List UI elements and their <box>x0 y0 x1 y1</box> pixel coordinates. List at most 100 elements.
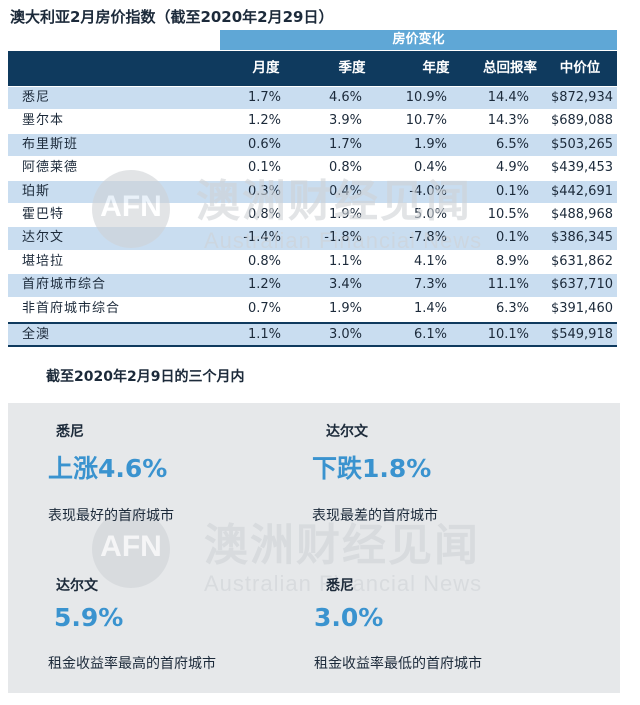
table-row-total: 全澳 1.1% 3.0% 6.1% 10.1% $549,918 <box>8 321 617 347</box>
cell-return: 11.1% <box>487 277 529 293</box>
cell-year: 7.3% <box>413 277 447 293</box>
col-header-year: 年度 <box>422 60 450 76</box>
stats-panel: AFN 澳洲财经见闻 Australian Financial News 悉尼 … <box>8 403 620 693</box>
cell-month: 1.7% <box>247 90 281 105</box>
row-name: 阿德莱德 <box>22 160 79 176</box>
cell-year: 6.1% <box>413 326 447 342</box>
cell-quarter: 3.9% <box>328 113 362 129</box>
table-row: 布里斯班 0.6% 1.7% 1.9% 6.5% $503,265 <box>8 133 617 158</box>
cell-median: $689,088 <box>550 113 613 129</box>
cell-return: 0.1% <box>495 183 529 199</box>
row-name: 悉尼 <box>22 90 51 105</box>
table-row: 非首府城市综合 0.7% 1.9% 1.4% 6.3% $391,460 <box>8 297 617 321</box>
cell-median: $503,265 <box>550 136 613 152</box>
cell-month: 1.2% <box>247 113 281 129</box>
row-name: 首府城市综合 <box>22 277 107 293</box>
afn-watermark-logo: AFN <box>92 510 170 588</box>
stat-lowest-yield-desc: 租金收益率最低的首府城市 <box>314 656 482 672</box>
row-name: 珀斯 <box>22 183 51 199</box>
cell-median: $488,968 <box>550 206 613 222</box>
table-row: 首府城市综合 1.2% 3.4% 7.3% 11.1% $637,710 <box>8 274 617 298</box>
cell-return: 10.1% <box>487 326 529 342</box>
cell-month: 1.1% <box>247 326 281 342</box>
cell-month: 0.6% <box>247 136 281 152</box>
row-name: 墨尔本 <box>22 113 65 129</box>
stat-worst-desc: 表现最差的首府城市 <box>312 508 438 524</box>
cell-quarter: 3.0% <box>328 326 362 342</box>
watermark-en: Australian Financial News <box>204 571 483 596</box>
cell-return: 4.9% <box>495 160 529 176</box>
cell-median: $631,862 <box>550 253 613 269</box>
cell-month: 0.7% <box>247 300 281 316</box>
cell-median: $439,453 <box>550 160 613 176</box>
cell-month: 0.3% <box>247 183 281 199</box>
table-body: 悉尼 1.7% 4.6% 10.9% 14.4% $872,934 墨尔本 1.2% 3.9% 1… <box>8 87 617 347</box>
cell-return: 6.5% <box>495 136 529 152</box>
col-header-median: 中价位 <box>559 60 601 76</box>
cell-quarter: 0.4% <box>328 183 362 199</box>
cell-year: 0.4% <box>413 160 447 176</box>
cell-quarter: 4.6% <box>328 90 362 105</box>
cell-return: 8.9% <box>495 253 529 269</box>
afn-watermark-logo-table: AFN <box>92 170 170 248</box>
cell-year: 4.1% <box>413 253 447 269</box>
cell-median: $549,918 <box>550 326 613 342</box>
cell-quarter: 0.8% <box>328 160 362 176</box>
cell-quarter: 1.9% <box>328 300 362 316</box>
cell-quarter: 1.1% <box>328 253 362 269</box>
cell-median: $442,691 <box>550 183 613 199</box>
cell-median: $386,345 <box>550 230 613 246</box>
stat-best-city: 悉尼 <box>56 424 84 440</box>
cell-quarter: 1.7% <box>328 136 362 152</box>
row-name: 全澳 <box>22 326 51 342</box>
cell-return: 14.3% <box>487 113 529 129</box>
row-name: 堪培拉 <box>22 253 65 269</box>
section-subtitle: 截至2020年2月9日的三个月内 <box>46 369 245 385</box>
cell-month: 0.8% <box>247 206 281 222</box>
cell-return: 6.3% <box>495 300 529 316</box>
table-header: 月度 季度 年度 总回报率 中价位 <box>8 51 617 86</box>
price-change-group-header: 房价变化 <box>220 30 617 50</box>
stat-worst-city: 达尔文 <box>326 424 368 440</box>
page-title: 澳大利亚2月房价指数（截至2020年2月29日） <box>10 8 334 26</box>
stat-best-value: 上涨4.6% <box>48 454 168 483</box>
cell-median: $872,934 <box>550 90 613 105</box>
cell-quarter: 1.9% <box>328 206 362 222</box>
table-row: 墨尔本 1.2% 3.9% 10.7% 14.3% $689,088 <box>8 110 617 134</box>
stat-highest-yield-desc: 租金收益率最高的首府城市 <box>48 656 216 672</box>
cell-median: $637,710 <box>550 277 613 293</box>
cell-year: 10.7% <box>405 113 447 129</box>
cell-return: 10.5% <box>487 206 529 222</box>
watermark-en-table: Australian Financial News <box>204 228 483 253</box>
cell-month: 0.8% <box>247 253 281 269</box>
watermark-cn: 澳洲财经见闻 <box>204 520 480 571</box>
table-row: 阿德莱德 0.1% 0.8% 0.4% 4.9% $439,453 <box>8 157 617 181</box>
col-header-month: 月度 <box>252 60 280 76</box>
cell-month: 0.1% <box>247 160 281 176</box>
watermark-cn-table: 澳洲财经见闻 <box>196 176 472 227</box>
stat-highest-yield-city: 达尔文 <box>56 578 98 594</box>
cell-median: $391,460 <box>550 300 613 316</box>
stat-highest-yield-value: 5.9% <box>54 603 124 632</box>
cell-return: 14.4% <box>487 90 529 105</box>
cell-return: 0.1% <box>495 230 529 246</box>
col-header-return: 总回报率 <box>483 60 537 76</box>
row-name: 达尔文 <box>22 230 65 246</box>
cell-year: 5.0% <box>413 206 447 222</box>
stat-worst-value: 下跌1.8% <box>312 454 432 483</box>
cell-year: 10.9% <box>405 90 447 105</box>
cell-quarter: -1.8% <box>324 230 362 246</box>
cell-month: 1.2% <box>247 277 281 293</box>
cell-year: 1.9% <box>413 136 447 152</box>
table-row: 堪培拉 0.8% 1.1% 4.1% 8.9% $631,862 <box>8 250 617 275</box>
stat-lowest-yield-value: 3.0% <box>314 603 384 632</box>
row-name: 霍巴特 <box>22 206 65 222</box>
col-header-quarter: 季度 <box>338 60 366 76</box>
stat-lowest-yield-city: 悉尼 <box>326 578 354 594</box>
table-row: 悉尼 1.7% 4.6% 10.9% 14.4% $872,934 <box>8 87 617 111</box>
cell-year: -4.0% <box>409 183 447 199</box>
row-name: 布里斯班 <box>22 136 79 152</box>
cell-year: 1.4% <box>413 300 447 316</box>
cell-year: -7.8% <box>409 230 447 246</box>
row-name: 非首府城市综合 <box>22 300 121 316</box>
